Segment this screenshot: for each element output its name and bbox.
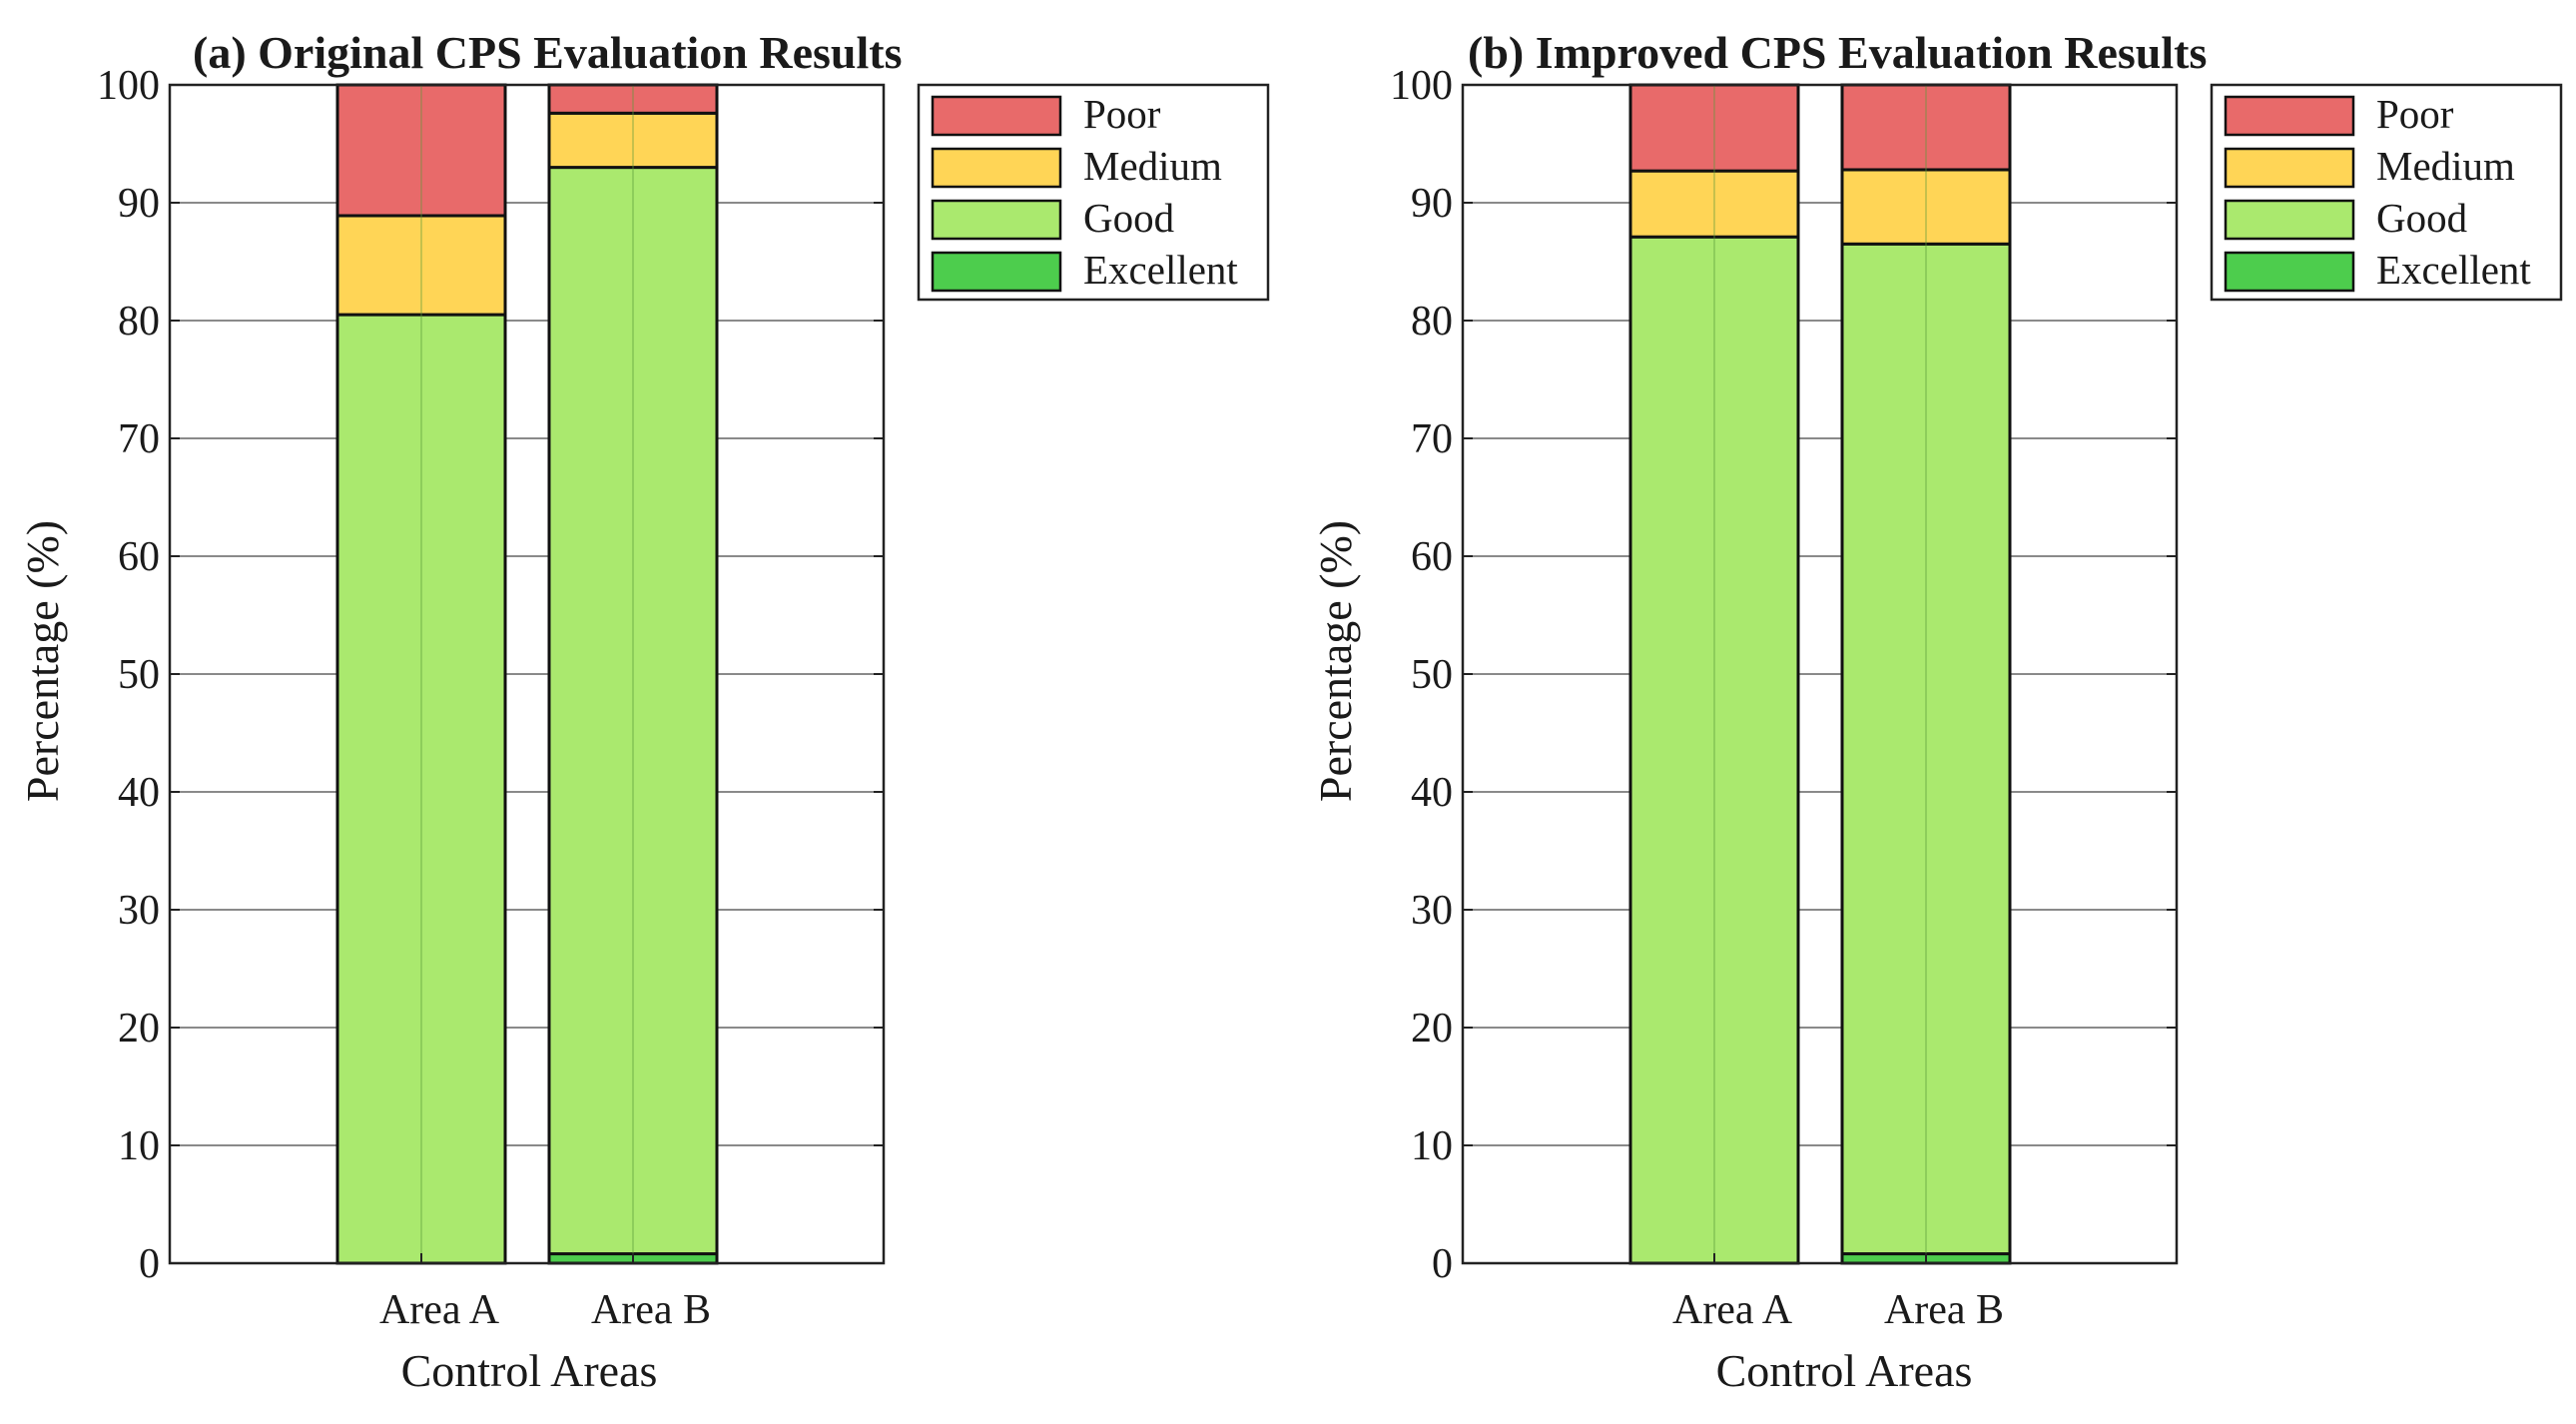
legend-label-poor: Poor <box>2376 91 2454 137</box>
chart-panel-improved: (b) Improved CPS Evaluation Results Cont… <box>1310 27 2563 1396</box>
y-tick-label: 20 <box>1411 1006 1453 1052</box>
bar-medium-area-b <box>1840 168 2012 246</box>
y-axis-label: Percentage (%) <box>1310 520 1361 802</box>
legend-swatch-good <box>931 199 1062 241</box>
y-tick-label: 70 <box>1411 416 1453 462</box>
y-tick-label: 60 <box>1411 534 1453 580</box>
y-tick-label: 20 <box>118 1006 160 1052</box>
bar-poor-area-a <box>1628 83 1800 173</box>
y-tick-label: 0 <box>139 1241 160 1287</box>
x-tick-label: Area B <box>591 1287 711 1333</box>
bar-good-area-a <box>335 313 507 1265</box>
y-axis-label: Percentage (%) <box>17 520 68 802</box>
x-tick-label: Area A <box>379 1287 500 1333</box>
legend-label-good: Good <box>2376 195 2467 241</box>
legend-label-good: Good <box>1083 195 1174 241</box>
y-tick-label: 80 <box>1411 299 1453 345</box>
legend-label-medium: Medium <box>2376 143 2515 189</box>
legend-label-excellent: Excellent <box>1083 247 1238 293</box>
x-tick-label: Area B <box>1884 1287 2004 1333</box>
bar-poor-area-b <box>1840 83 2012 172</box>
legend-swatch-good <box>2224 199 2355 241</box>
x-tick-label: Area A <box>1672 1287 1793 1333</box>
y-tick-label: 50 <box>118 652 160 698</box>
chart-title: (b) Improved CPS Evaluation Results <box>1468 27 2207 78</box>
legend-swatch-medium <box>2224 147 2355 189</box>
chart-title: (a) Original CPS Evaluation Results <box>193 27 903 78</box>
legend-label-excellent: Excellent <box>2376 247 2531 293</box>
legend-label-poor: Poor <box>1083 91 1161 137</box>
legend-swatch-excellent <box>931 251 1062 293</box>
y-tick-label: 30 <box>118 888 160 934</box>
y-tick-label: 10 <box>1411 1123 1453 1169</box>
x-axis-label: Control Areas <box>401 1345 658 1396</box>
y-tick-label: 90 <box>1411 181 1453 227</box>
legend-swatch-excellent <box>2224 251 2355 293</box>
y-tick-label: 70 <box>118 416 160 462</box>
bar-medium-area-a <box>1628 169 1800 239</box>
y-tick-label: 60 <box>118 534 160 580</box>
chart-panel-original: (a) Original CPS Evaluation Results Cont… <box>17 27 1270 1396</box>
legend-swatch-medium <box>931 147 1062 189</box>
x-axis-label: Control Areas <box>1716 1345 1973 1396</box>
y-tick-label: 80 <box>118 299 160 345</box>
legend-label-medium: Medium <box>1083 143 1222 189</box>
y-tick-label: 100 <box>97 63 160 109</box>
y-tick-label: 90 <box>118 181 160 227</box>
legend-swatch-poor <box>931 95 1062 137</box>
y-tick-label: 40 <box>118 770 160 816</box>
y-tick-label: 10 <box>118 1123 160 1169</box>
bar-good-area-b <box>1840 242 2012 1256</box>
y-tick-label: 0 <box>1432 1241 1453 1287</box>
y-tick-label: 30 <box>1411 888 1453 934</box>
y-tick-label: 40 <box>1411 770 1453 816</box>
legend-swatch-poor <box>2224 95 2355 137</box>
y-tick-label: 100 <box>1390 63 1453 109</box>
y-tick-label: 50 <box>1411 652 1453 698</box>
